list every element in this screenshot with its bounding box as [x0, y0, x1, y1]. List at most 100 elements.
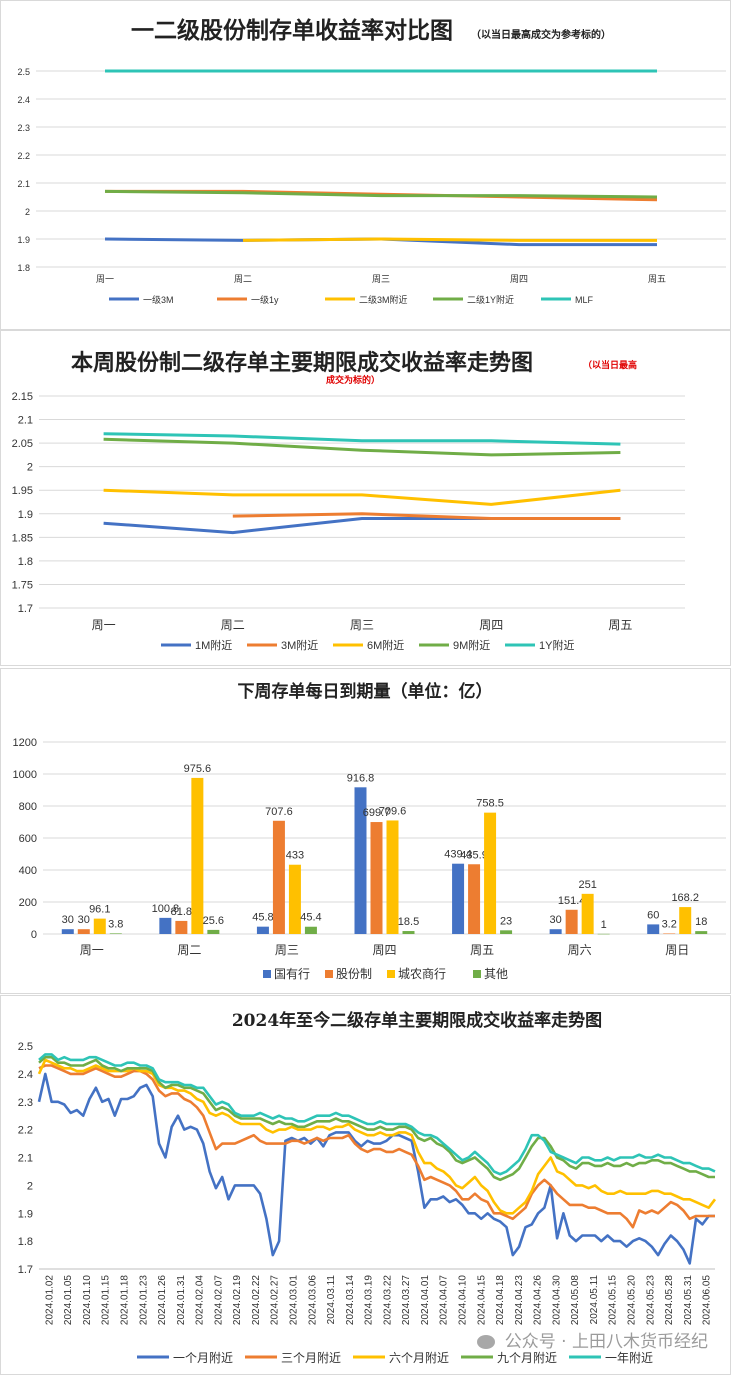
y-tick-label: 2.4	[17, 95, 30, 105]
legend-label: 股份制	[336, 967, 372, 981]
x-tick-label: 2024.02.22	[251, 1275, 262, 1325]
legend-label: 6M附近	[367, 638, 404, 652]
legend-swatch	[473, 970, 481, 978]
y-tick-label: 2.5	[17, 67, 30, 77]
y-tick-label: 1.8	[17, 263, 30, 273]
x-tick-label: 周四	[510, 274, 528, 284]
legend-label: 一级1y	[251, 294, 279, 305]
series-line	[103, 432, 621, 446]
x-tick-label: 周一	[92, 618, 116, 632]
x-tick-label: 2024.03.06	[307, 1275, 318, 1325]
x-tick-label: 2024.03.27	[401, 1275, 412, 1325]
bar	[500, 930, 513, 934]
y-tick-label: 1.8	[18, 1236, 33, 1248]
legend-label: 九个月附近	[497, 1351, 557, 1365]
legend-label: 一级3M	[143, 294, 174, 305]
bar	[288, 864, 301, 934]
data-label: 709.6	[379, 805, 407, 817]
data-label: 433	[286, 850, 304, 862]
y-tick-label: 2	[27, 462, 33, 474]
chart-3-svg: 下周存单每日到期量（单位：亿） 0 200 400 600 800 1000 1200 周一 30…	[13, 681, 726, 981]
legend-label: 9M附近	[453, 638, 490, 652]
series-line	[104, 189, 658, 199]
legend-label: 1M附近	[195, 638, 232, 652]
data-label: 1	[601, 919, 607, 931]
legend-label: 二级3M附近	[359, 294, 408, 305]
x-tick-label: 2024.05.08	[570, 1275, 581, 1325]
y-tick-label: 2.2	[18, 1125, 33, 1137]
legend-swatch	[263, 970, 271, 978]
x-tick-label: 2024.04.30	[551, 1275, 562, 1325]
x-tick-label: 2024.06.05	[702, 1275, 713, 1325]
y-tick-label: 1000	[13, 769, 37, 781]
y-tick-label: 1.85	[12, 532, 33, 544]
x-tick-label: 2024.05.11	[589, 1275, 600, 1325]
bar	[109, 933, 122, 934]
x-tick-label: 2024.03.19	[364, 1275, 375, 1325]
x-tick-label: 2024.04.10	[458, 1275, 469, 1325]
data-label: 60	[647, 909, 659, 921]
bar	[175, 920, 188, 934]
bar	[386, 820, 399, 934]
y-tick-label: 2	[25, 207, 30, 217]
bar	[354, 787, 367, 934]
y-tick-label: 2.1	[18, 415, 33, 427]
x-tick-label: 周一	[96, 274, 114, 284]
legend-label: 其他	[484, 967, 508, 981]
x-tick-label: 周二	[177, 943, 201, 957]
bar	[191, 777, 204, 934]
bar	[77, 929, 90, 934]
y-tick-label: 2.15	[12, 391, 33, 403]
y-tick-label: 1.7	[18, 603, 33, 615]
series-line	[232, 512, 621, 520]
x-tick-label: 周四	[479, 618, 503, 632]
data-label: 168.2	[671, 892, 699, 904]
data-label: 45.4	[300, 912, 321, 924]
chart-title: 下周存单每日到期量（单位：亿）	[238, 681, 493, 702]
y-tick-label: 1.95	[12, 485, 33, 497]
bar	[304, 926, 317, 934]
x-tick-label: 2024.01.23	[138, 1275, 149, 1325]
y-tick-label: 1.9	[18, 1208, 33, 1220]
x-tick-label: 周一	[80, 943, 104, 957]
data-label: 151.4	[558, 895, 586, 907]
y-tick-label: 0	[31, 929, 37, 941]
x-tick-label: 周五	[648, 274, 666, 284]
x-tick-label: 周四	[372, 943, 396, 957]
x-tick-label: 2024.02.07	[213, 1275, 224, 1325]
bar	[695, 931, 708, 934]
legend-swatch	[387, 970, 395, 978]
bar	[549, 929, 562, 934]
x-tick-label: 2024.02.04	[195, 1275, 206, 1325]
chart-subtitle-line1: （以当日最高	[583, 359, 637, 371]
x-tick-label: 2024.05.23	[645, 1275, 656, 1325]
x-tick-label: 周日	[665, 943, 689, 957]
legend-label: 三个月附近	[281, 1351, 341, 1365]
legend-label: MLF	[575, 295, 594, 305]
y-tick-label: 1200	[13, 737, 37, 749]
bar	[402, 931, 415, 934]
bar	[581, 893, 594, 934]
x-tick-label: 2024.02.27	[270, 1275, 281, 1325]
data-label: 3.8	[108, 918, 123, 930]
legend-label: 六个月附近	[389, 1351, 449, 1365]
legend-label: 城农商行	[398, 966, 446, 981]
chart-subtitle-line2: 成交为标的）	[326, 374, 380, 386]
y-tick-label: 2.1	[17, 179, 30, 189]
chart-subtitle: （以当日最高成交为参考标的）	[471, 28, 611, 41]
data-label: 96.1	[89, 904, 110, 916]
data-label: 975.6	[184, 763, 212, 775]
chart-4-svg: 2024年至今二级存单主要期限成交收益率走势图 1.7 1.8 1.9 2 2.1 2.2 2…	[18, 1010, 717, 1365]
data-label: 18	[695, 916, 707, 928]
bar	[565, 909, 578, 934]
x-tick-label: 周五	[608, 618, 632, 632]
x-tick-label: 2024.01.31	[176, 1275, 187, 1325]
data-label: 30	[62, 914, 74, 926]
legend-label: 二级1Y附近	[467, 294, 514, 305]
x-tick-label: 2024.04.23	[514, 1275, 525, 1325]
watermark-text: 公众号 · 上田八木货币经纪	[504, 1332, 708, 1352]
legend-label: 一个月附近	[173, 1351, 233, 1365]
data-label: 435.9	[460, 849, 488, 861]
bar	[61, 929, 74, 934]
